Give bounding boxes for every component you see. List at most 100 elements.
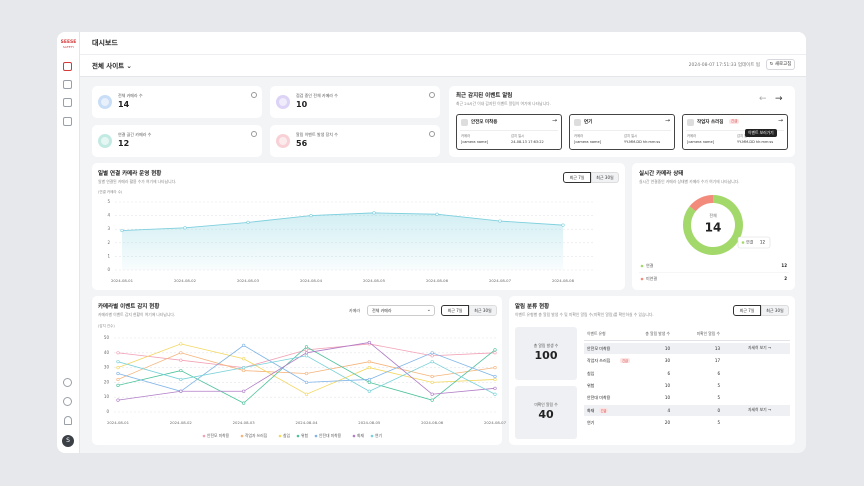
table-header: 총 알림 발생 수: [645, 331, 670, 336]
nav-icon[interactable]: [63, 62, 72, 71]
urgent-badge: 긴급: [729, 119, 740, 124]
data-point: [309, 214, 313, 218]
unconfirmed-count: 17: [714, 358, 720, 364]
nav-icon[interactable]: [63, 397, 72, 406]
legend-swatch: [314, 434, 318, 438]
time-label: 감지 일시: [737, 134, 751, 138]
stat-label: 알림 이벤트 발생 장치 수: [296, 132, 338, 137]
event-divider: [686, 130, 784, 131]
period-toggle[interactable]: 최근 30일: [591, 172, 619, 183]
stat-label: 연결 끊긴 카메라 수: [118, 132, 152, 137]
time-label: 감지 일시: [511, 134, 525, 138]
data-point: [430, 398, 434, 402]
nav-icon[interactable]: [63, 98, 72, 107]
updated-time: 2024-08-07 17:51:33 업데이트 됨: [688, 63, 760, 68]
info-icon: [429, 92, 435, 98]
y-tick-label: 2: [107, 240, 110, 245]
table-header: 미확인 알림 수: [696, 331, 720, 336]
data-point: [116, 360, 120, 364]
stat-value: 10: [296, 100, 308, 109]
summary-label: 미확인 알림 수: [534, 402, 558, 407]
y-tick-label: 3: [107, 226, 110, 231]
dropdown-caret: ⌄: [426, 307, 431, 313]
legend-label: 연기: [375, 433, 382, 438]
event-arrow: →: [552, 117, 558, 124]
data-point: [116, 366, 120, 370]
legend-swatch: [202, 434, 206, 438]
avatar[interactable]: S: [62, 435, 74, 447]
nav-icon[interactable]: [63, 80, 72, 89]
data-point: [116, 398, 120, 402]
data-point: [367, 377, 371, 382]
stat-value: 14: [118, 100, 130, 109]
donut-center-label: 전체: [709, 212, 717, 218]
event-time: YY-MM-DD hh:mm:ss: [624, 140, 661, 144]
event-card[interactable]: [569, 114, 675, 150]
data-point: [242, 401, 246, 405]
period-toggle[interactable]: 최근 7일: [441, 305, 469, 316]
notification-icon[interactable]: [64, 416, 72, 425]
legend-label: 위험: [301, 433, 308, 438]
stat-card: [92, 86, 262, 118]
event-type: 작업자 쓰러짐: [587, 358, 611, 364]
event-arrow: →: [778, 117, 784, 124]
data-point: [116, 351, 120, 355]
detail-button[interactable]: 자세히 보기 →: [748, 345, 772, 350]
camera-name: [camera name]: [574, 140, 601, 144]
total-count: 20: [664, 419, 670, 425]
legend-label: 작업자 쓰러짐: [245, 433, 267, 438]
legend-label: 침입: [283, 433, 290, 438]
panel-subtitle: 카메라별 이벤트 감지 현황이 여기에 나타납니다.: [98, 312, 176, 317]
nav-icon[interactable]: [63, 117, 72, 126]
stat-icon: [98, 134, 112, 148]
x-tick-label: 2024-08-06: [421, 420, 444, 425]
data-point: [179, 358, 183, 362]
stat-icon: [276, 95, 290, 109]
info-icon: [251, 131, 257, 137]
y-tick-label: 20: [104, 379, 110, 384]
stat-card: [270, 86, 440, 118]
data-point: [304, 354, 309, 358]
camera-name: [camera name]: [461, 140, 488, 144]
event-type: 연기: [587, 419, 595, 425]
data-point: [367, 366, 371, 370]
total-count: 10: [664, 395, 670, 401]
site-select[interactable]: 전체 사이트 ⌄: [92, 62, 132, 70]
legend-label: 안전대 미착용: [319, 433, 342, 438]
prev-arrow[interactable]: ←: [759, 94, 767, 104]
x-tick-label: 2024-08-04: [300, 278, 323, 283]
legend-label: 연결: [646, 262, 654, 268]
x-tick-label: 2024-08-05: [363, 278, 386, 283]
total-count: 6: [667, 370, 670, 376]
total-count: 30: [664, 358, 670, 364]
event-card[interactable]: [456, 114, 562, 150]
camera-filter[interactable]: 전체 카메라 ⌄: [367, 305, 435, 316]
x-tick-label: 2024-08-02: [170, 420, 193, 425]
detail-button[interactable]: 자세히 보기 →: [748, 406, 772, 412]
event-type: 침입: [587, 370, 595, 376]
data-point: [367, 380, 371, 385]
stat-card: [92, 125, 262, 157]
refresh-button[interactable]: ↻ 새로고침: [766, 59, 795, 70]
total-count: 4: [667, 407, 670, 413]
data-point: [179, 351, 183, 355]
period-toggle[interactable]: 최근 30일: [469, 305, 497, 316]
period-toggle[interactable]: 최근 7일: [733, 305, 761, 316]
summary-label: 총 알림 발생 수: [533, 343, 559, 348]
nav-icon[interactable]: [63, 378, 72, 387]
summary-box: [515, 386, 577, 439]
data-point: [493, 366, 497, 370]
period-toggle[interactable]: 최근 30일: [761, 305, 789, 316]
info-icon: [251, 92, 257, 98]
y-tick-label: 5: [107, 199, 110, 204]
data-point: [430, 374, 434, 379]
next-arrow[interactable]: →: [775, 94, 783, 104]
donut-tooltip: [737, 236, 771, 249]
legend-swatch: [352, 434, 356, 438]
period-toggle[interactable]: 최근 7일: [563, 172, 591, 183]
unconfirmed-count: 5: [717, 395, 720, 401]
y-tick-label: 50: [104, 335, 110, 340]
data-point: [493, 377, 497, 382]
panel-subtitle: 이벤트 유형별 총 알림 발생 수 및 미확인 알림 수(미확인 알림)를 확인…: [515, 312, 654, 317]
logo-sub: SAFETY: [62, 45, 75, 49]
